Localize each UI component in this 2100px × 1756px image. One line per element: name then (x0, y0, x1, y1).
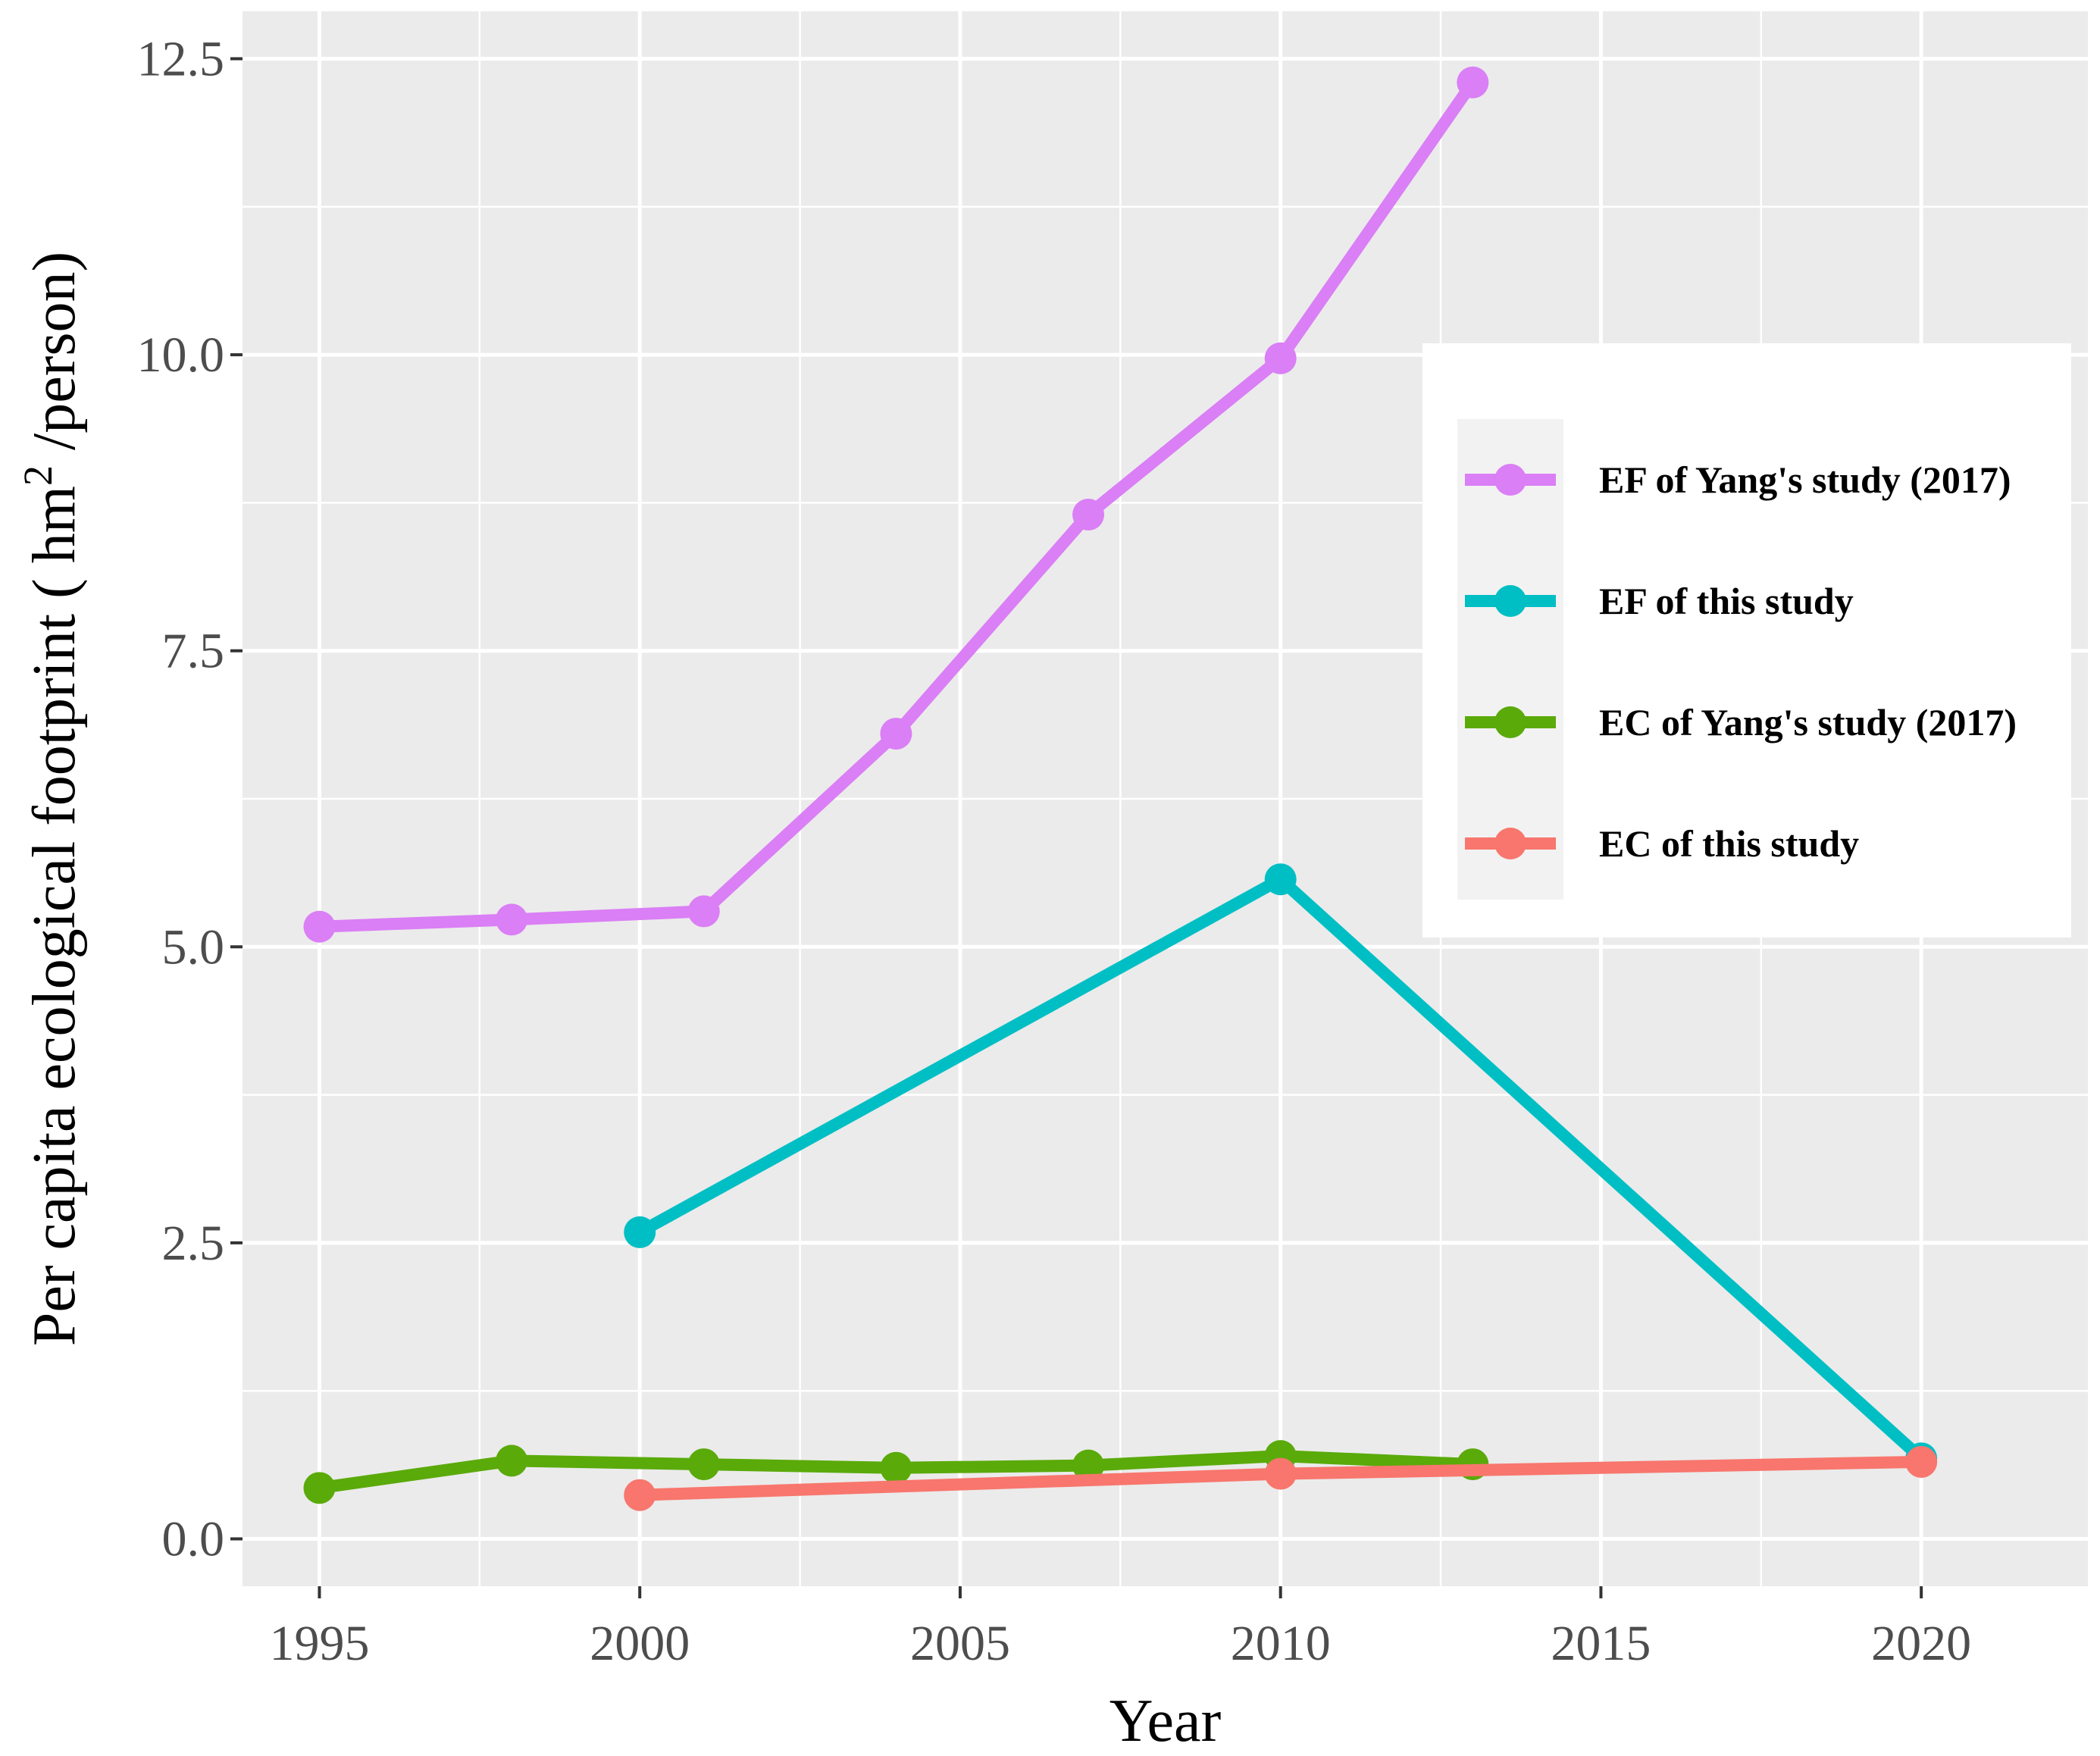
legend-key-point (1494, 464, 1526, 496)
data-point (1264, 342, 1297, 374)
y-axis-title-end: /person) (21, 252, 88, 465)
data-point (303, 910, 336, 943)
y-axis-title: Per capita ecological footprint ( hm2 /p… (15, 252, 88, 1346)
x-tick-label: 2000 (590, 1616, 690, 1671)
y-axis-tick-labels: 0.0 2.5 5.0 7.5 10.0 12.5 (137, 31, 225, 1567)
y-axis-title-superscript: 2 (15, 465, 61, 486)
x-axis-title: Year (1109, 1688, 1221, 1754)
axis-ticks (230, 57, 1923, 1598)
data-point (880, 1451, 912, 1484)
series-1 (303, 66, 1489, 943)
legend-key-point (1494, 828, 1526, 859)
legend-key-background (1457, 419, 1563, 900)
x-tick-label: 2005 (910, 1616, 1010, 1671)
data-point (496, 903, 528, 936)
y-tick-label: 5.0 (162, 919, 225, 975)
legend-key-point (1494, 585, 1526, 617)
data-point (1264, 863, 1297, 896)
legend: EF of Yang's study (2017) EF of this stud… (1422, 343, 2071, 937)
data-point (1264, 1457, 1297, 1490)
legend-label: EF of this study (1599, 580, 1854, 622)
x-tick-label: 2010 (1231, 1616, 1331, 1671)
y-tick-label: 12.5 (137, 31, 225, 86)
legend-label: EC of this study (1599, 822, 1859, 865)
y-tick-label: 10.0 (137, 327, 225, 383)
legend-label: EC of Yang's study (2017) (1599, 701, 2017, 743)
data-point (624, 1479, 656, 1511)
data-point (687, 895, 720, 928)
data-point (1072, 499, 1105, 531)
x-tick-label: 1995 (269, 1616, 369, 1671)
legend-label: EF of Yang's study (2017) (1599, 459, 2011, 501)
y-tick-label: 7.5 (162, 624, 225, 679)
series-3 (303, 1440, 1489, 1504)
x-tick-label: 2015 (1551, 1616, 1651, 1671)
legend-key-point (1494, 706, 1526, 738)
data-point (1905, 1445, 1938, 1478)
x-tick-label: 2020 (1871, 1616, 1971, 1671)
data-series (303, 66, 1938, 1511)
x-axis-tick-labels: 1995 2000 2005 2010 2015 2020 (269, 1616, 1971, 1671)
data-point (1072, 1449, 1105, 1482)
data-point (624, 1216, 656, 1248)
data-point (1457, 66, 1489, 99)
data-point (880, 718, 912, 750)
y-axis-title-main: Per capita ecological footprint ( hm (21, 486, 88, 1346)
data-point (687, 1448, 720, 1481)
data-point (303, 1472, 336, 1504)
y-tick-label: 0.0 (162, 1512, 225, 1567)
series-4 (624, 1445, 1938, 1511)
y-tick-label: 2.5 (162, 1216, 225, 1271)
data-point (496, 1445, 528, 1477)
